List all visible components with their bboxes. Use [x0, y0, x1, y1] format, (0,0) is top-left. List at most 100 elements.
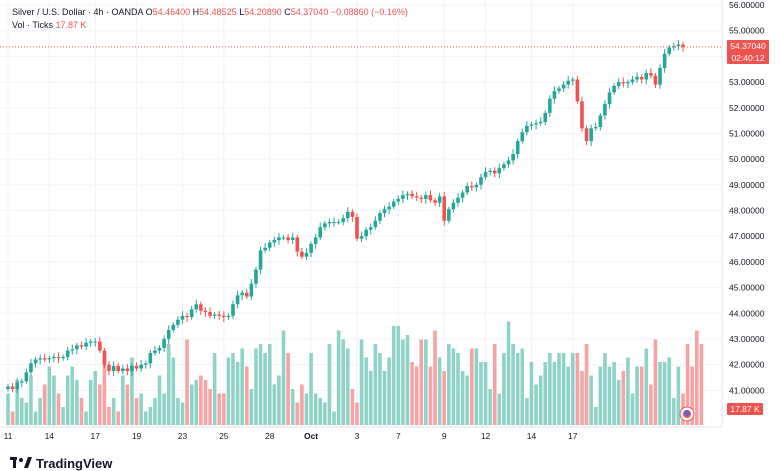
volume-bar — [676, 366, 681, 425]
volume-bar — [318, 398, 323, 425]
volume-bar — [84, 411, 88, 425]
candle-body — [148, 353, 153, 364]
volume-bar — [497, 393, 502, 425]
candle-body — [300, 251, 304, 257]
candle-body — [166, 329, 171, 339]
x-tick-label: 17 — [568, 431, 578, 441]
candle-body — [355, 216, 359, 239]
volume-bar — [690, 366, 694, 425]
volume-bar — [672, 398, 676, 425]
volume-bar — [410, 362, 414, 425]
candle-body — [290, 237, 295, 241]
volume-bar — [511, 344, 515, 425]
volume-bar — [263, 353, 267, 425]
volume-bar — [626, 357, 630, 425]
volume-bar — [373, 344, 378, 425]
candle-body — [653, 75, 658, 85]
legend-ohlc-row: Silver / U.S. Dollar · 4h · OANDA O54.46… — [12, 6, 408, 19]
legend-close-value: 54.37040 — [290, 7, 329, 17]
volume-bar — [662, 362, 667, 425]
volume-bar — [272, 384, 277, 425]
candle-body — [6, 386, 10, 390]
candle-body — [254, 269, 258, 284]
candle-body — [267, 242, 272, 248]
volume-bar — [231, 353, 235, 425]
volume-bar — [203, 380, 208, 425]
candle-body — [451, 202, 456, 210]
candle-body — [313, 237, 318, 244]
candle-body — [263, 247, 267, 251]
y-tick-label: 43.00000 — [729, 334, 765, 344]
volume-bar — [313, 393, 318, 425]
volume-bar — [139, 393, 143, 425]
y-tick-label: 56.00000 — [729, 0, 765, 10]
volume-bar — [143, 411, 148, 425]
volume-bar — [88, 380, 93, 425]
volume-bar — [171, 357, 176, 425]
candle-body — [566, 80, 571, 85]
candle-body — [350, 211, 355, 217]
candle-body — [143, 363, 148, 365]
candle-body — [134, 365, 139, 369]
candle-body — [391, 201, 396, 207]
legend-high-value: 54.48525 — [199, 7, 237, 17]
candle-body — [447, 209, 451, 221]
y-tick-label: 45.00000 — [729, 283, 765, 293]
volume-bar — [525, 398, 529, 425]
candle-body — [295, 237, 300, 252]
candle-body — [488, 170, 492, 172]
volume-bar — [102, 353, 107, 425]
candle-body — [277, 237, 281, 241]
legend-high-label: H — [192, 7, 200, 17]
volume-bar — [442, 371, 447, 425]
x-tick-label: 3 — [355, 431, 360, 441]
y-tick-label: 44.00000 — [729, 308, 765, 318]
volume-bar — [79, 398, 84, 425]
candle-body — [157, 347, 162, 351]
candle-body — [56, 356, 61, 359]
volume-bar — [566, 366, 571, 425]
candle-body — [433, 200, 437, 203]
candle-body — [525, 125, 529, 133]
x-tick-label: 14 — [527, 431, 537, 441]
candle-body — [125, 368, 130, 372]
volume-bar — [47, 366, 52, 425]
volume-bar — [304, 393, 309, 425]
volume-bar — [217, 393, 222, 425]
candle-body — [593, 127, 598, 129]
candle-body — [681, 44, 685, 47]
volume-bar — [529, 362, 534, 425]
y-tick-label: 49.00000 — [729, 180, 765, 190]
candle-body — [561, 84, 566, 89]
candle-body — [469, 186, 474, 188]
candle-body — [497, 168, 502, 174]
candle-body — [309, 243, 313, 253]
volume-bar — [387, 357, 391, 425]
volume-bar — [557, 353, 561, 425]
volume-bar — [598, 366, 603, 425]
volume-bar — [396, 326, 401, 425]
volume-bar — [244, 366, 249, 425]
candle-body — [139, 364, 143, 369]
candle-body — [79, 345, 84, 347]
volume-bar — [56, 393, 61, 425]
candle-body — [93, 341, 98, 343]
volume-bar — [38, 398, 42, 425]
tradingview-logo[interactable]: TradingView — [10, 456, 112, 471]
y-tick-label: 51.00000 — [729, 128, 765, 138]
candle-body — [538, 121, 543, 124]
candle-body — [635, 76, 639, 80]
y-tick-label: 42.00000 — [729, 360, 765, 370]
candle-body — [630, 79, 635, 83]
candle-body — [341, 218, 346, 223]
x-tick-label: 7 — [396, 431, 401, 441]
volume-bar — [350, 389, 355, 425]
candle-body — [506, 160, 511, 165]
candle-body — [42, 358, 47, 360]
volume-bar — [286, 353, 290, 425]
volume-bar — [465, 375, 469, 425]
candle-body — [235, 295, 240, 305]
candle-body — [286, 237, 290, 241]
candle-body — [194, 304, 199, 310]
